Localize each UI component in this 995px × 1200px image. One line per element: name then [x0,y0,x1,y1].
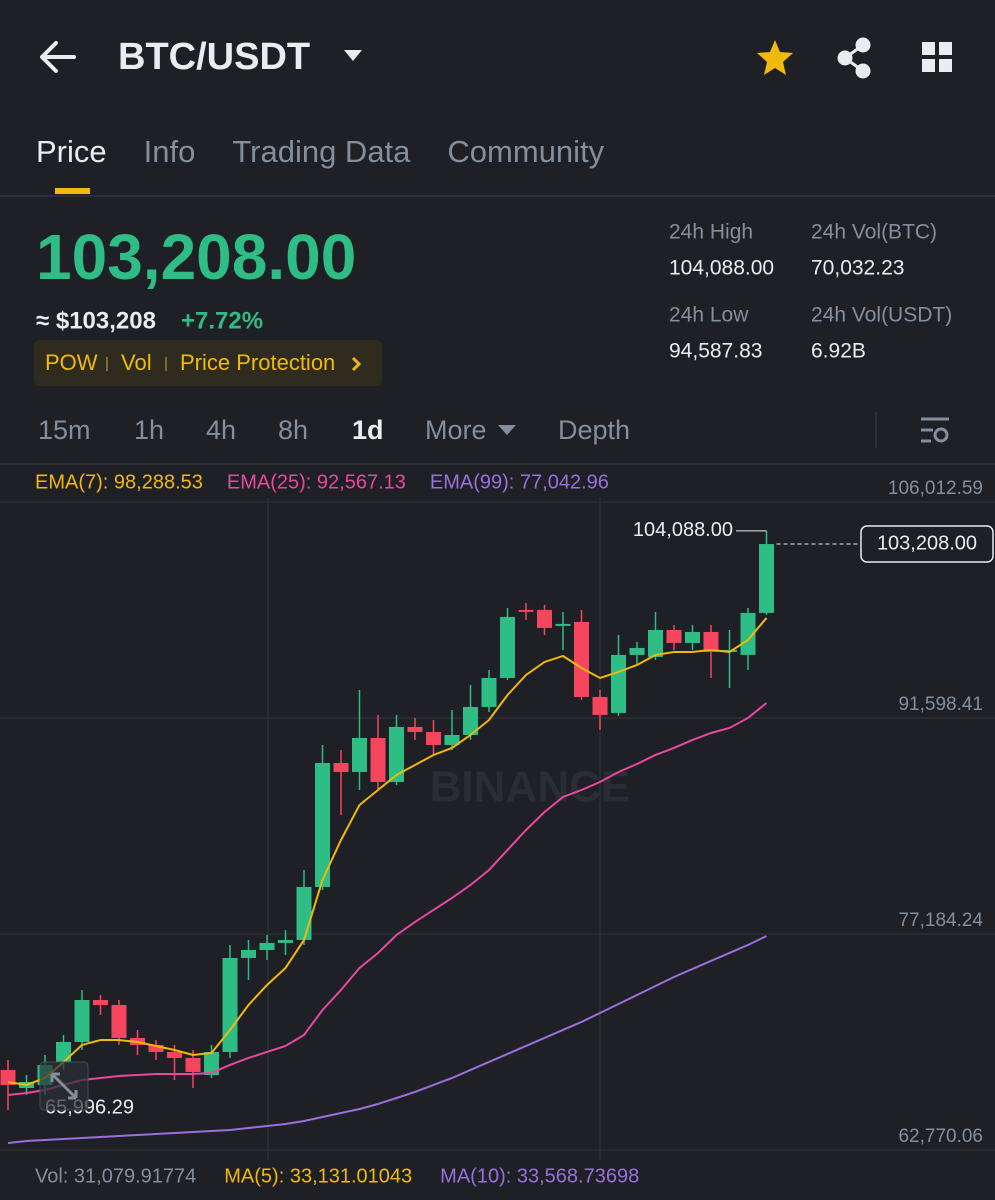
candle-body [666,629,682,643]
candle-body [185,1057,201,1072]
chart-settings[interactable] [921,417,949,443]
interval-option[interactable]: 15m [38,415,91,445]
candle-body [481,677,497,707]
candle-body [204,1051,219,1075]
candle-body [685,631,700,643]
stat-value: 104,088.00 [669,257,774,280]
stat-value: 70,032.23 [811,257,904,280]
stat-value: 6.92B [811,340,866,363]
indicator-label: EMA(99): 77,042.96 [430,471,609,493]
candle-body [74,999,90,1042]
usd-price: ≈ $103,208 [36,307,156,334]
more-dropdown[interactable] [498,425,516,435]
candle-body [278,939,293,943]
candle-body [0,1069,16,1085]
candle-body [518,609,534,612]
last-price: 103,208.00 [36,221,356,293]
stat-value: 94,587.83 [669,340,762,363]
volume-indicator: MA(5): 33,131.01043 [224,1165,412,1187]
expand-icon [50,1072,78,1100]
candle-body [148,1044,164,1052]
pair-dropdown[interactable] [344,50,362,61]
candle-body [611,654,626,713]
tab[interactable]: Trading Data [232,134,411,169]
tag[interactable]: POW [45,350,98,375]
favorite-star[interactable] [757,40,793,75]
y-tick-label: 91,598.41 [898,694,983,715]
tag[interactable]: Vol [121,350,152,375]
tag[interactable]: Price Protection [180,350,335,375]
candle-body [111,1004,127,1038]
indicator-label: EMA(7): 98,288.53 [35,471,203,493]
ema-line [7,617,768,1087]
watermark: BINANCE [430,763,630,812]
ema-line [7,935,767,1144]
interval-option[interactable]: More [425,415,487,445]
candle-body [407,726,423,732]
indicator-label: EMA(25): 92,567.13 [227,471,406,493]
candle-body [315,762,330,887]
volume-indicator: MA(10): 33,568.73698 [440,1165,639,1187]
candle-body [389,726,404,782]
high-marker-label: 104,088.00 [633,519,733,541]
y-tick-label: 77,184.24 [898,910,983,931]
candle-body [592,696,608,715]
candle-body [463,706,478,735]
volume-indicator: Vol: 31,079.91774 [35,1165,196,1187]
tab[interactable]: Info [144,134,196,169]
interval-option[interactable]: 4h [206,415,236,445]
interval-option[interactable]: 1d [352,415,384,445]
candle-body [352,737,367,772]
interval-option[interactable]: 8h [278,415,308,445]
candle-body [222,957,238,1052]
candle-body [629,647,645,655]
candle-body [259,942,275,950]
candlestick-chart: 62,770.06 77,184.24 91,598.41 106,012.59 EMA… [0,471,995,1151]
stat-label: 24h Vol(USDT) [811,304,952,327]
candle-body [167,1051,182,1058]
back-button[interactable] [40,41,76,73]
candle-body [740,612,756,655]
pair-title[interactable]: BTC/USDT [118,36,310,78]
candle-body [296,886,312,940]
last-price-label: 103,208.00 [877,532,977,554]
candle-body [93,999,108,1005]
stat-label: 24h High [669,221,753,244]
price-change: +7.72% [181,307,263,334]
volume-indicators: Vol: 31,079.91774 MA(5): 33,131.01043 MA(1… [35,1165,639,1187]
candle-body [759,544,774,613]
share-button[interactable] [837,37,871,79]
candle-body [370,737,386,782]
ema-line [7,702,768,1096]
stat-label: 24h Low [669,304,749,327]
tab[interactable]: Price [36,134,107,169]
candle-body [426,731,441,745]
y-tick-label: 106,012.59 [888,478,983,499]
candle-body [648,629,663,657]
tab[interactable]: Community [447,134,604,169]
tag-arrow [351,356,362,372]
candle-body [537,609,552,628]
interval-option[interactable]: Depth [558,415,630,445]
grid-menu[interactable] [922,42,952,72]
last-price-box [860,525,994,563]
candle-body [703,631,719,652]
y-tick-label: 62,770.06 [898,1126,983,1147]
candle-body [574,621,589,697]
interval-bar: 15m 1h 4h 8h 1d More Depth [38,415,630,445]
active-tab-indicator [55,188,90,194]
candle-body [555,623,571,626]
tab-bar: Price Info Trading Data Community [36,134,605,169]
candle-body [500,616,515,678]
interval-option[interactable]: 1h [134,415,164,445]
candle-body [333,762,349,772]
tag-bar[interactable] [34,340,382,386]
stat-label: 24h Vol(BTC) [811,221,937,244]
candle-body [56,1041,71,1062]
candle-body [241,949,256,958]
candle-body [444,734,460,745]
